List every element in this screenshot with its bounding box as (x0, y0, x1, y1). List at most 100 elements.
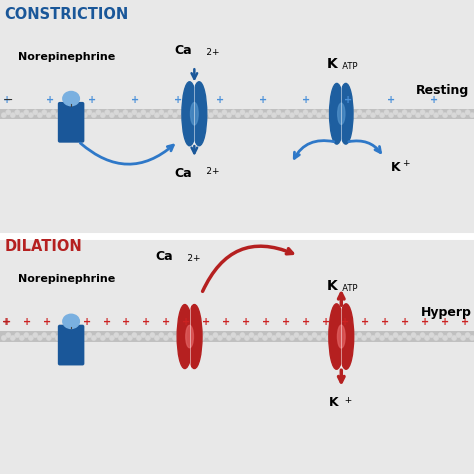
Circle shape (258, 109, 263, 115)
Circle shape (285, 333, 290, 337)
Text: +: + (88, 95, 97, 106)
Circle shape (425, 336, 430, 340)
Circle shape (447, 333, 452, 337)
Text: +: + (82, 317, 91, 328)
Circle shape (132, 333, 137, 337)
Circle shape (339, 109, 344, 115)
Circle shape (163, 112, 169, 118)
Circle shape (335, 336, 340, 340)
Text: +: + (3, 95, 11, 106)
Circle shape (204, 333, 209, 337)
Text: +: + (259, 95, 267, 106)
Circle shape (307, 336, 313, 340)
Circle shape (191, 112, 196, 118)
Circle shape (91, 336, 97, 340)
Circle shape (456, 109, 461, 115)
Circle shape (330, 109, 335, 115)
Text: K: K (329, 396, 339, 409)
Circle shape (375, 109, 380, 115)
Text: K: K (327, 279, 337, 293)
Text: Ca: Ca (155, 250, 173, 263)
Circle shape (231, 109, 236, 115)
Text: +: + (441, 317, 449, 328)
Circle shape (186, 109, 191, 115)
Circle shape (303, 333, 308, 337)
Circle shape (37, 112, 43, 118)
Circle shape (262, 112, 267, 118)
Circle shape (15, 333, 20, 337)
Circle shape (173, 112, 178, 118)
Circle shape (280, 336, 285, 340)
Ellipse shape (191, 82, 207, 146)
Circle shape (218, 336, 223, 340)
Circle shape (128, 336, 133, 340)
Circle shape (209, 336, 213, 340)
Text: +: + (173, 95, 182, 106)
Circle shape (240, 109, 245, 115)
Circle shape (15, 109, 20, 115)
Circle shape (460, 336, 465, 340)
Circle shape (361, 112, 367, 118)
Circle shape (105, 109, 110, 115)
Text: +: + (301, 95, 310, 106)
Text: +: + (262, 317, 270, 328)
Circle shape (249, 109, 254, 115)
Circle shape (55, 112, 61, 118)
Circle shape (28, 112, 34, 118)
Circle shape (384, 109, 389, 115)
Circle shape (146, 112, 151, 118)
Circle shape (155, 336, 159, 340)
Text: +: + (162, 317, 171, 328)
Circle shape (177, 333, 182, 337)
Circle shape (321, 109, 326, 115)
Circle shape (388, 336, 394, 340)
Circle shape (186, 333, 191, 337)
Text: +: + (202, 317, 210, 328)
Circle shape (469, 112, 474, 118)
Circle shape (312, 333, 317, 337)
FancyBboxPatch shape (58, 325, 84, 365)
Circle shape (123, 333, 128, 337)
Text: +: + (341, 317, 350, 328)
Circle shape (271, 336, 277, 340)
Circle shape (105, 333, 110, 337)
Circle shape (87, 109, 92, 115)
Text: +: + (43, 317, 51, 328)
Text: +: + (142, 317, 151, 328)
Text: +: + (2, 317, 10, 328)
Text: DILATION: DILATION (5, 239, 82, 255)
Circle shape (294, 109, 299, 115)
Circle shape (109, 112, 115, 118)
Circle shape (357, 109, 362, 115)
Circle shape (407, 112, 412, 118)
Circle shape (258, 333, 263, 337)
Ellipse shape (177, 305, 192, 369)
Circle shape (181, 112, 186, 118)
Text: Ca: Ca (174, 44, 192, 57)
Text: +: + (46, 95, 54, 106)
Circle shape (19, 112, 25, 118)
Circle shape (51, 333, 56, 337)
Text: +: + (361, 317, 370, 328)
Circle shape (407, 336, 412, 340)
Text: +: + (282, 317, 290, 328)
Ellipse shape (338, 304, 354, 369)
Circle shape (64, 336, 70, 340)
Text: +: + (321, 317, 330, 328)
Circle shape (150, 333, 155, 337)
Circle shape (353, 336, 358, 340)
Ellipse shape (63, 314, 80, 328)
Circle shape (411, 109, 416, 115)
Text: +: + (122, 317, 131, 328)
Circle shape (109, 336, 115, 340)
Circle shape (114, 109, 119, 115)
Text: +: + (402, 159, 410, 168)
Text: CONSTRICTION: CONSTRICTION (5, 7, 129, 22)
Circle shape (137, 336, 142, 340)
Text: +: + (242, 317, 250, 328)
Bar (0, 331, 474, 342)
Circle shape (222, 333, 227, 337)
Circle shape (375, 333, 380, 337)
Circle shape (456, 333, 461, 337)
Text: K: K (327, 57, 337, 71)
